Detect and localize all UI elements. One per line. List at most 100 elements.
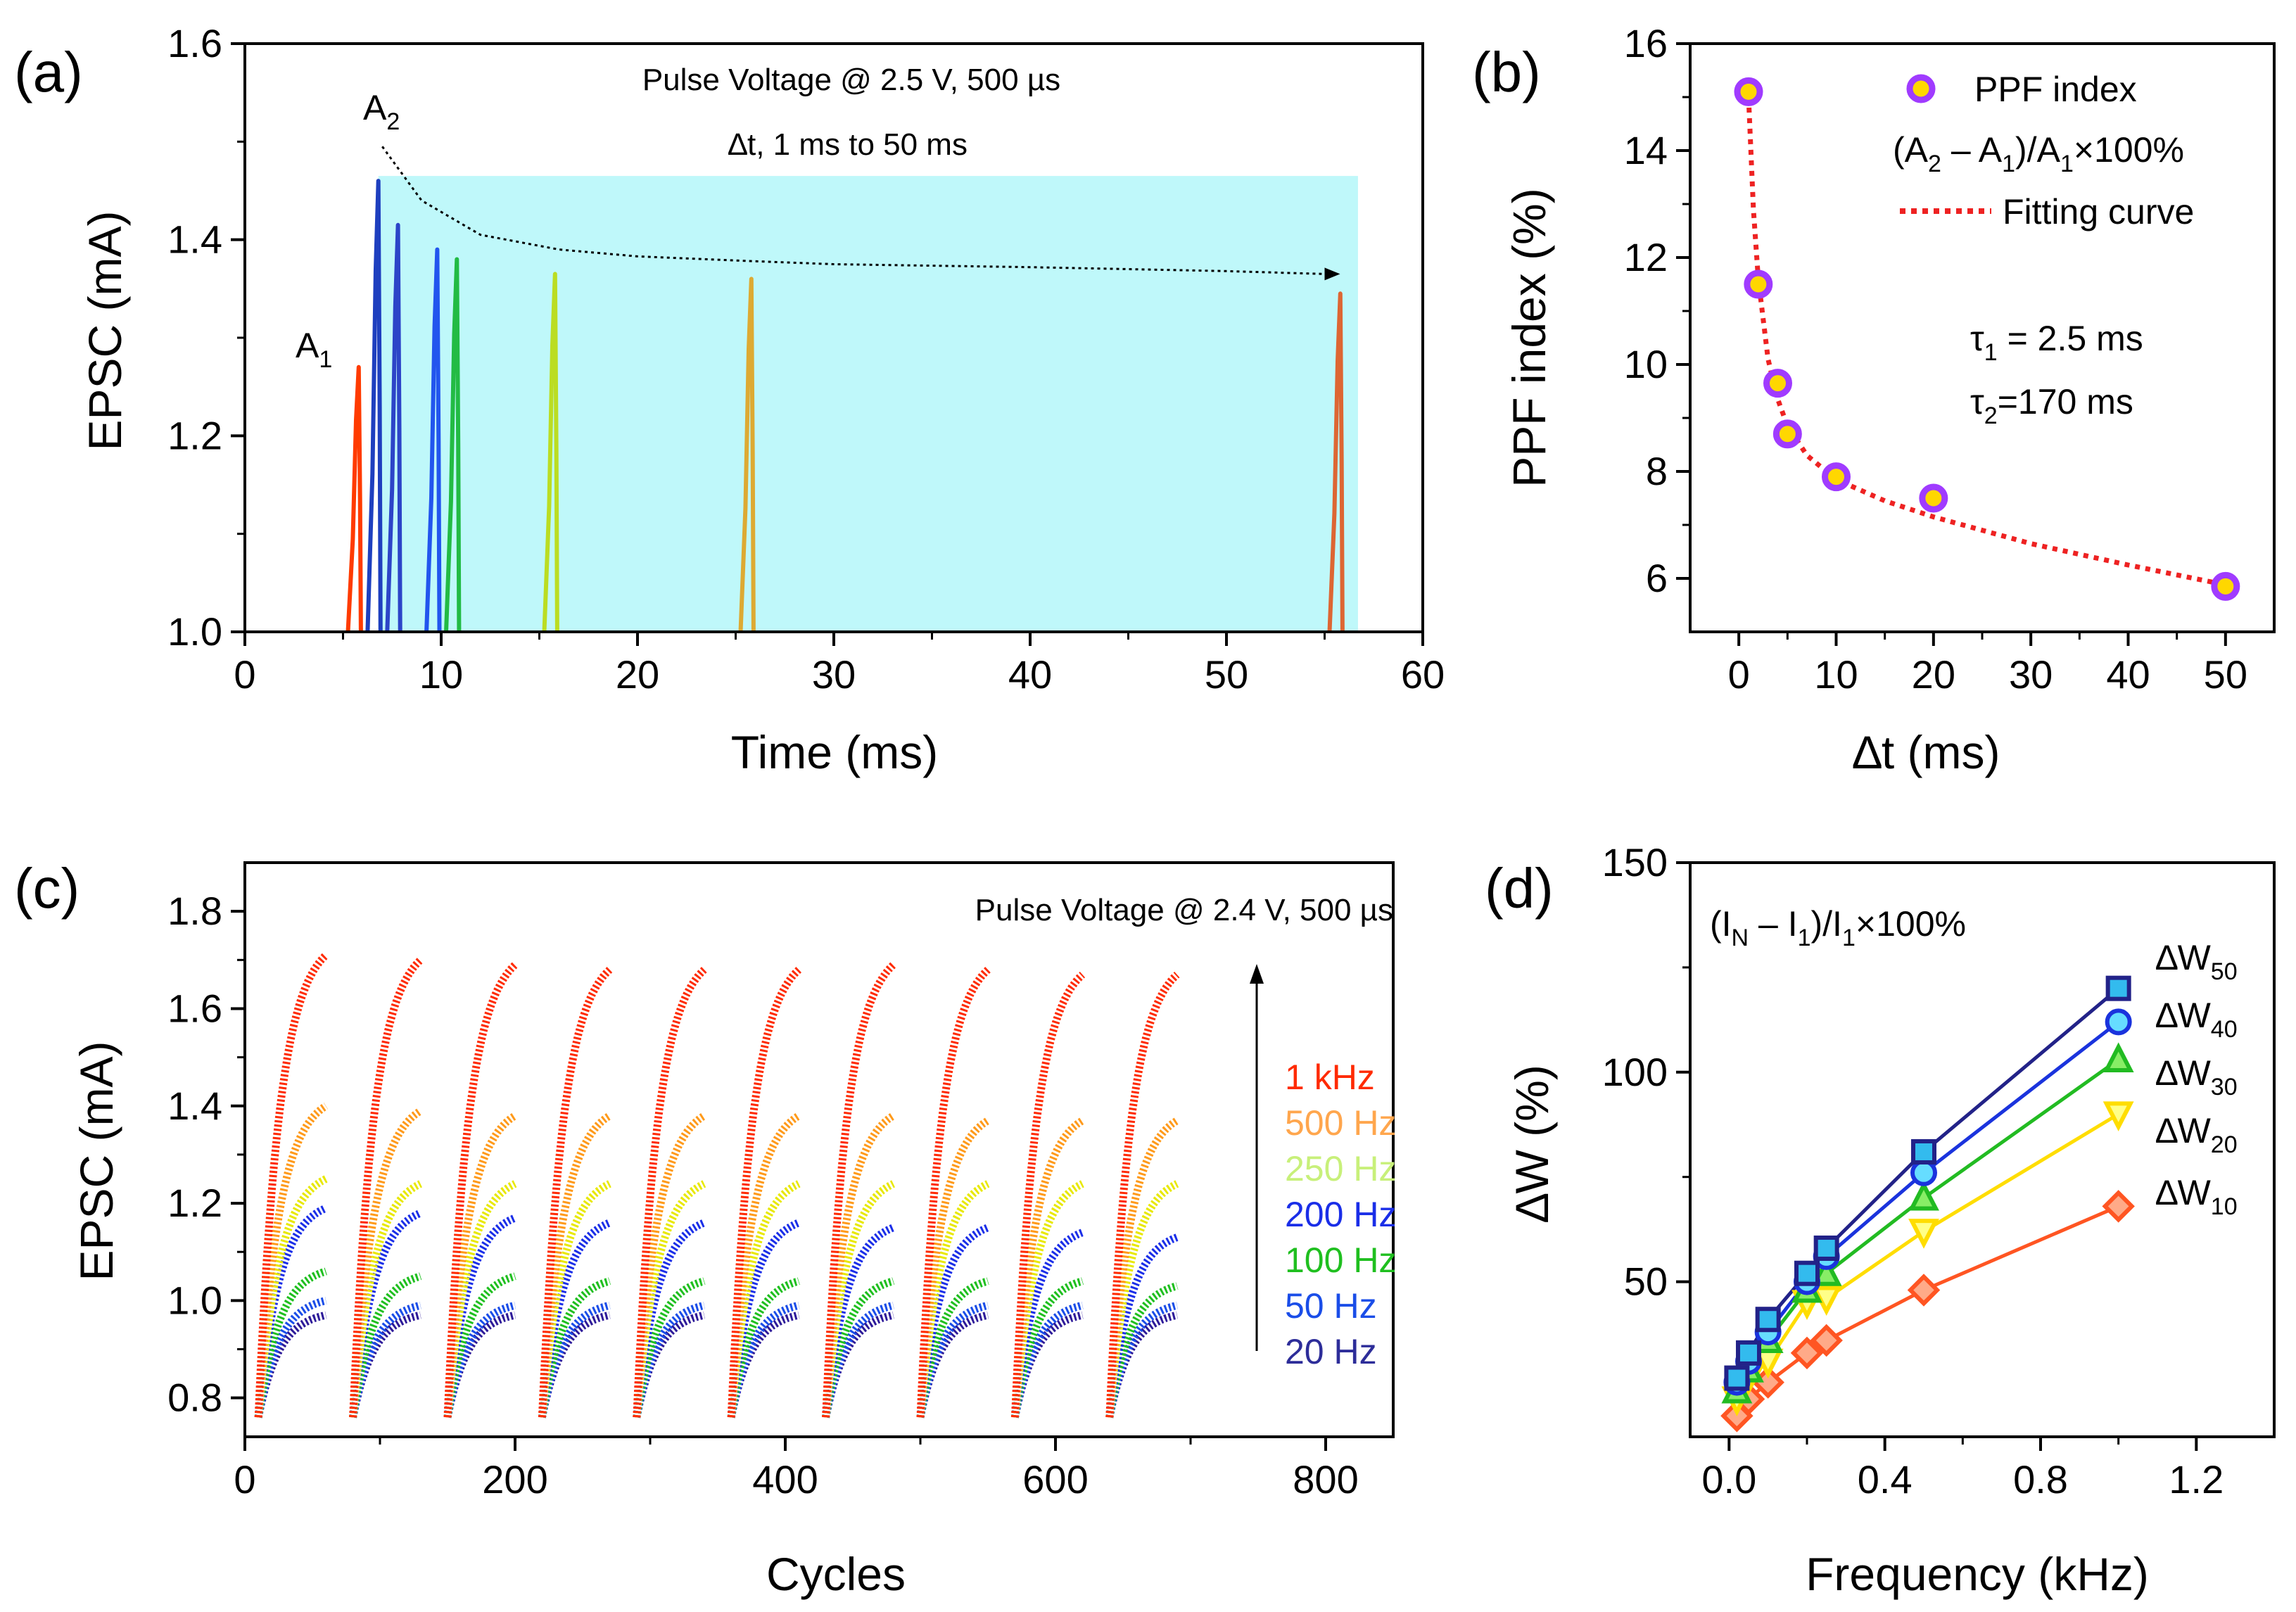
tau2-value: =170 ms	[1998, 382, 2133, 421]
d-x-tick-label: 1.2	[2169, 1457, 2224, 1502]
d-formula-part: – I	[1749, 904, 1797, 944]
a-pulse-annotation: Pulse Voltage @ 2.5 V, 500 µs	[642, 63, 1060, 97]
d-marker-triangle	[1908, 1180, 1939, 1211]
c-legend-label: 20 Hz	[1285, 1332, 1377, 1371]
d-marker-circle	[1910, 1159, 1937, 1186]
panel-a: (a) 0 10 20 30 40 50 60 1.0 1.2 1.4 1.6 Pulse Volt…	[14, 21, 1445, 778]
c-series-cycle	[1105, 972, 1180, 1418]
c-series-cycle	[916, 967, 991, 1418]
b-tau1: τ1 = 2.5 ms	[1970, 319, 2143, 366]
a-y-tick-label: 1.4	[167, 217, 222, 262]
b-x-tick-label: 40	[2106, 652, 2150, 697]
b-data-point	[1734, 77, 1763, 106]
panel-c: (c) 0 200 400 600 800 0.8 1.0 1.2 1.4 1.6 1.8 Puls…	[14, 857, 1396, 1600]
c-pulse-annotation: Pulse Voltage @ 2.4 V, 500 µs	[975, 893, 1393, 927]
d-series-label-text: ∆W	[2156, 1173, 2212, 1212]
a-x-tick-label: 50	[1205, 652, 1248, 697]
c-legend-label: 1 kHz	[1285, 1058, 1375, 1097]
d-marker-square	[2105, 975, 2131, 1001]
c-series-cycle	[633, 1301, 705, 1419]
b-x-axis-title: ∆t (ms)	[1853, 726, 2000, 778]
a-second-pulse-spike	[542, 272, 559, 633]
a-y-tick-label: 1.0	[167, 609, 222, 654]
c-series-cycle	[633, 1112, 706, 1418]
c-series-cycle	[1011, 1311, 1084, 1419]
c-series-cycle	[727, 1311, 800, 1419]
d-marker-square	[1724, 1365, 1750, 1391]
d-series-label-sub: 40	[2211, 1016, 2238, 1043]
b-data-point	[1772, 419, 1802, 449]
d-x-tick-label: 0.4	[1858, 1457, 1913, 1502]
a-x-tick-label: 20	[616, 652, 659, 697]
c-series-cycle	[1105, 1180, 1179, 1418]
c-series-cycle	[727, 1301, 800, 1419]
c-series-cycle	[916, 1301, 989, 1419]
b-y-axis-title: PPF index (%)	[1503, 188, 1555, 487]
b-formula-sub: 2	[1928, 151, 1941, 177]
d-marker-triangle	[2102, 1042, 2134, 1072]
c-plot-area: 0 200 400 600 800 0.8 1.0 1.2 1.4 1.6 1.8	[167, 861, 1395, 1502]
c-y-tick-label: 1.0	[167, 1278, 222, 1322]
c-series-cycle	[443, 1180, 517, 1418]
a-x-axis-title: Time (ms)	[731, 726, 939, 778]
a-y-tick-label: 1.2	[167, 413, 222, 457]
tau2-sub: 2	[1984, 402, 1998, 429]
a-y-axis-title: EPSC (mA)	[79, 210, 131, 450]
panel-label-d: (d)	[1485, 857, 1554, 920]
c-series-cycle	[349, 1272, 422, 1419]
a-x-tick-label: 30	[812, 652, 856, 697]
c-series-cycle	[443, 1272, 516, 1419]
a-y-tick-label: 1.6	[167, 21, 222, 65]
c-legend-label: 50 Hz	[1285, 1286, 1377, 1326]
c-series-cycle	[822, 1301, 894, 1419]
c-series-cycle	[1010, 1301, 1084, 1419]
d-series-label-sub: 50	[2211, 958, 2238, 985]
d-marker-square	[1794, 1260, 1820, 1286]
c-legend-label: 250 Hz	[1285, 1149, 1396, 1188]
d-marker-square	[1755, 1307, 1781, 1333]
panel-label-a: (a)	[14, 41, 83, 103]
c-x-tick-label: 400	[752, 1457, 818, 1502]
d-x-tick-label: 0.8	[2013, 1457, 2068, 1502]
c-series-cycle	[538, 967, 613, 1418]
c-series-cycle	[443, 1214, 517, 1418]
d-series-label: ∆W20	[2156, 1111, 2238, 1158]
c-series-cycle	[727, 1277, 800, 1419]
c-series-cycle	[443, 1301, 516, 1419]
c-series-cycle	[727, 967, 801, 1418]
a-second-pulse-spike	[365, 179, 383, 633]
b-x-tick-label: 20	[1912, 652, 1955, 697]
d-series-label-sub: 20	[2211, 1131, 2238, 1158]
d-series-label-sub: 30	[2211, 1074, 2238, 1100]
b-data-point	[2211, 571, 2240, 601]
c-series-cycle	[538, 1277, 611, 1419]
d-y-tick-label: 150	[1602, 840, 1668, 884]
b-x-tick-label: 10	[1814, 652, 1858, 697]
c-series-cycle	[1010, 972, 1086, 1418]
d-x-axis-title: Frequency (kHz)	[1806, 1548, 2149, 1600]
a-second-pulse-spike	[1327, 291, 1345, 633]
tau1-sub: 1	[1984, 339, 1998, 366]
c-series-cycle	[822, 1224, 895, 1418]
c-series-cycle	[349, 1180, 422, 1418]
c-y-tick-label: 1.2	[167, 1181, 222, 1225]
d-series-label-text: ∆W	[2156, 1111, 2212, 1150]
a-label-a2: A2	[363, 88, 400, 135]
c-series-cycle	[349, 1311, 421, 1419]
c-series-cycle	[1105, 1117, 1179, 1418]
b-formula-part: ×100%	[2074, 130, 2184, 170]
d-marker-diamond	[1810, 1324, 1843, 1357]
c-series-cycle	[633, 1277, 706, 1419]
a2-subscript: 2	[386, 108, 400, 135]
d-marker-triangle-down	[1908, 1219, 1939, 1249]
d-frame	[1689, 861, 2276, 1438]
a-x-tick-label: 10	[419, 652, 463, 697]
a-x-tick-label: 60	[1401, 652, 1445, 697]
c-trend-arrowhead	[1250, 964, 1264, 984]
d-marker-square	[1736, 1340, 1761, 1366]
c-legend-label: 100 Hz	[1285, 1240, 1396, 1280]
b-formula-sub: 1	[2060, 151, 2074, 177]
a1-subscript: 1	[319, 346, 332, 373]
